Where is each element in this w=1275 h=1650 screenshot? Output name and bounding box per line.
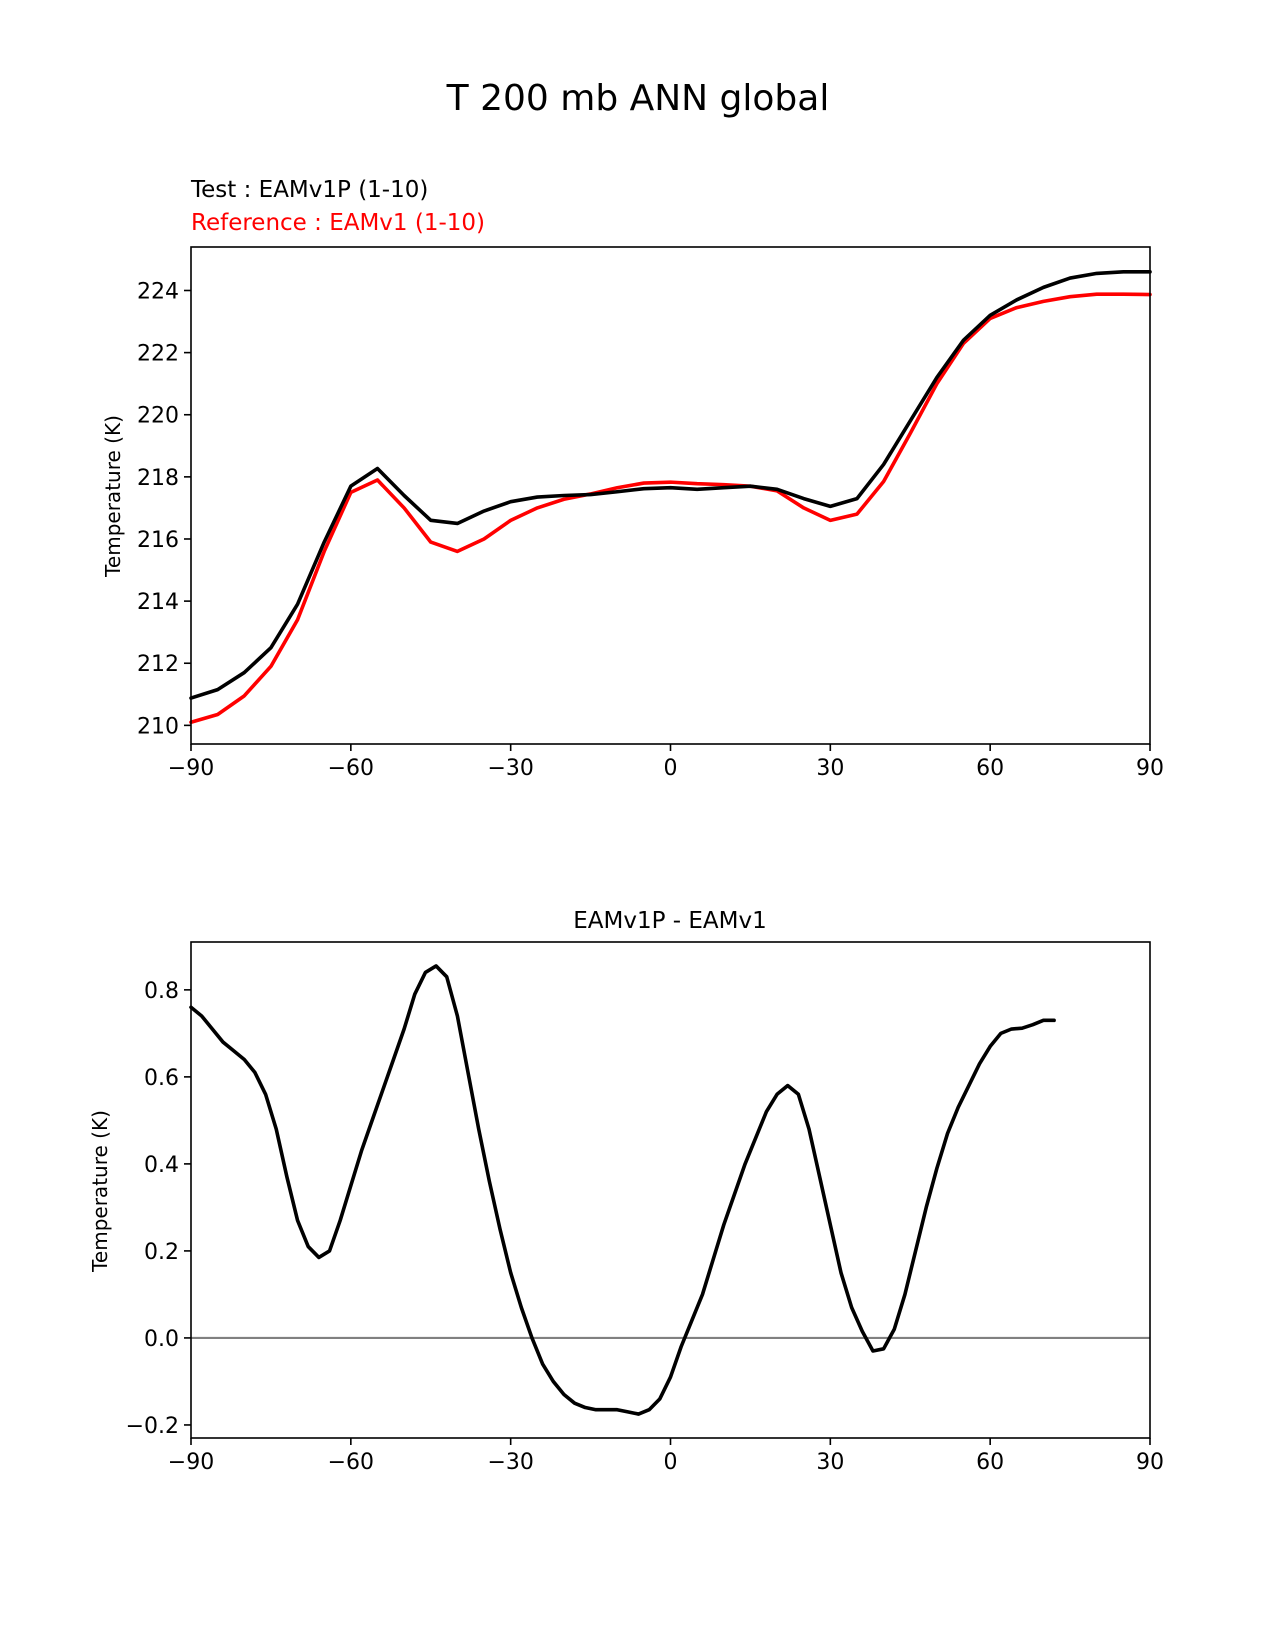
top-x-tick-label: 90 bbox=[1136, 756, 1164, 781]
top-x-tick-label: 30 bbox=[816, 756, 844, 781]
figure-title: T 200 mb ANN global bbox=[446, 78, 830, 119]
top-y-tick-label: 214 bbox=[137, 590, 179, 615]
top-x-tick-label: 60 bbox=[976, 756, 1004, 781]
reference-legend-label: Reference : EAMv1 (1-10) bbox=[191, 210, 485, 236]
bottom-y-axis-label: Temperature (K) bbox=[88, 1110, 112, 1273]
reference-series-line bbox=[189, 292, 1152, 725]
bottom-y-tick-label: 0.8 bbox=[144, 979, 179, 1004]
top-y-tick-label: 216 bbox=[137, 528, 179, 553]
difference-title: EAMv1P - EAMv1 bbox=[573, 908, 767, 934]
test-series-line bbox=[189, 270, 1152, 700]
top-x-tick-label: 0 bbox=[664, 756, 678, 781]
top-y-tick-label: 224 bbox=[137, 279, 179, 304]
bottom-x-tick-label: −90 bbox=[168, 1450, 214, 1475]
top-y-tick-label: 222 bbox=[137, 342, 179, 367]
top-panel: Test : EAMv1P (1-10) Reference : EAMv1 (… bbox=[101, 177, 1164, 781]
top-axes: −90 −60 −30 0 30 60 90 210 212 214 216 218 220 222 224 bbox=[137, 246, 1164, 781]
top-y-tick-label: 220 bbox=[137, 404, 179, 429]
top-x-tick-label: −30 bbox=[487, 756, 533, 781]
bottom-x-tick-label: −30 bbox=[487, 1450, 533, 1475]
bottom-x-tick-label: −60 bbox=[328, 1450, 374, 1475]
bottom-y-tick-label: 0.0 bbox=[144, 1327, 179, 1352]
bottom-y-tick-label: −0.2 bbox=[126, 1414, 179, 1439]
bottom-y-tick-label: 0.2 bbox=[144, 1240, 179, 1265]
bottom-y-tick-label: 0.6 bbox=[144, 1066, 179, 1091]
bottom-x-tick-label: 60 bbox=[976, 1450, 1004, 1475]
bottom-x-tick-label: 30 bbox=[816, 1450, 844, 1475]
bottom-y-tick-label: 0.4 bbox=[144, 1153, 179, 1178]
top-y-tick-label: 210 bbox=[137, 714, 179, 739]
top-series-group bbox=[189, 270, 1152, 725]
top-x-tick-label: −90 bbox=[168, 756, 214, 781]
bottom-panel: EAMv1P - EAMv1 −90 −60 −30 0 30 60 90 −0.2 0.0 0.… bbox=[88, 908, 1164, 1475]
bottom-axes: −90 −60 −30 0 30 60 90 −0.2 0.0 0.2 0.4 0.6 0.8 bbox=[126, 941, 1164, 1475]
bottom-x-tick-label: 0 bbox=[664, 1450, 678, 1475]
bottom-x-tick-label: 90 bbox=[1136, 1450, 1164, 1475]
top-x-tick-label: −60 bbox=[328, 756, 374, 781]
top-y-tick-label: 212 bbox=[137, 652, 179, 677]
top-y-tick-label: 218 bbox=[137, 466, 179, 491]
test-legend-label: Test : EAMv1P (1-10) bbox=[190, 177, 428, 203]
difference-series-line bbox=[189, 964, 1056, 1416]
top-y-axis-label: Temperature (K) bbox=[101, 415, 125, 578]
bottom-series-group bbox=[189, 964, 1056, 1416]
